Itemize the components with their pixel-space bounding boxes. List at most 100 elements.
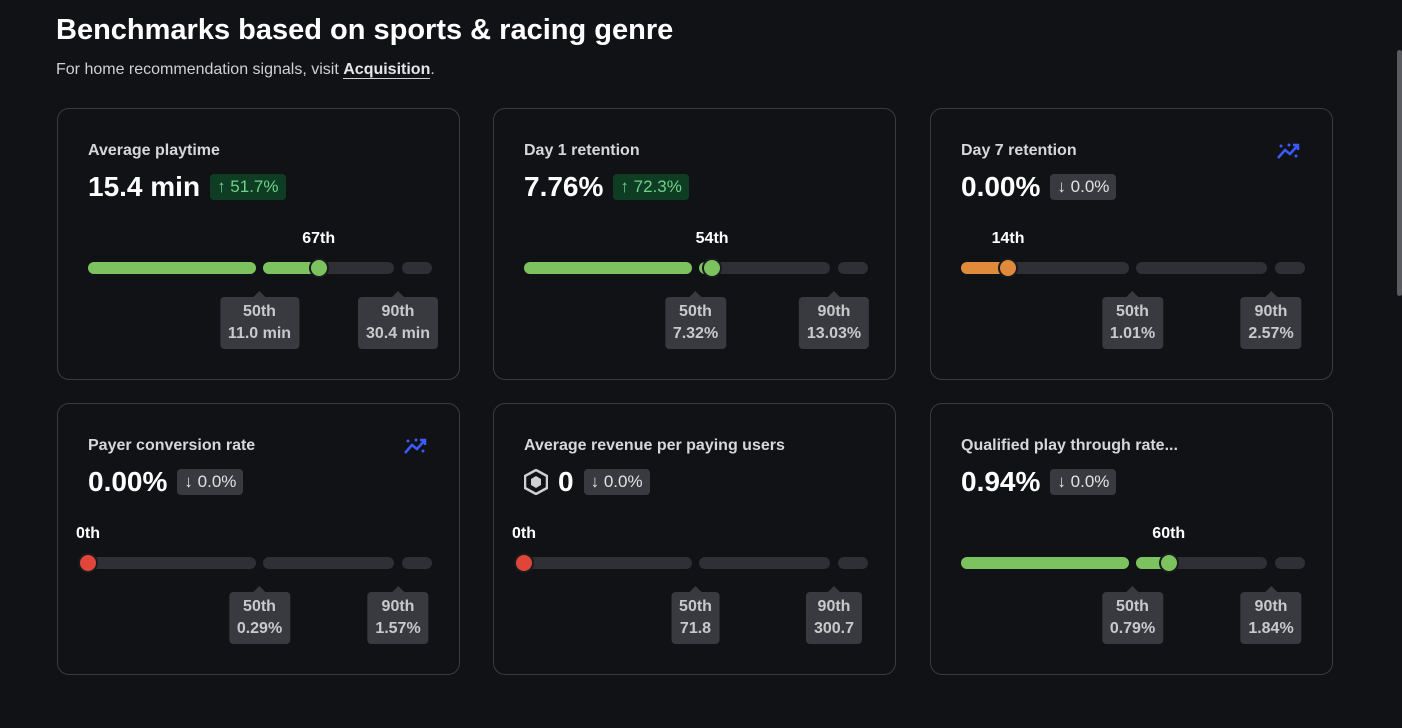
benchmark-value: 30.4 min xyxy=(365,325,431,342)
percentile-marker xyxy=(702,258,723,278)
track-segment xyxy=(699,262,830,274)
trend-arrow: ↑ xyxy=(217,177,231,196)
benchmark-box: 50th 71.8 xyxy=(671,586,720,644)
change-text: 0.0% xyxy=(197,472,237,491)
card-value: 0.94% ↓ 0.0% xyxy=(961,466,1117,498)
track-segment xyxy=(1275,262,1305,274)
percentile-marker xyxy=(78,553,98,573)
percentile-marker xyxy=(998,258,1019,278)
track-segment xyxy=(88,557,256,569)
acquisition-link[interactable]: Acquisition xyxy=(343,61,431,79)
trend-icon[interactable] xyxy=(403,436,429,461)
benchmark-label: 50th xyxy=(243,598,276,615)
percentile-marker xyxy=(308,258,329,278)
percentile-label: 0th xyxy=(76,525,100,542)
value-text: 0.00% xyxy=(88,466,168,497)
benchmark-value: 1.57% xyxy=(375,620,421,637)
benchmark-card: Average revenue per paying users 0 ↓ 0.0% 0… xyxy=(493,403,896,675)
subtitle-text: For home recommendation signals, visit xyxy=(56,61,339,78)
benchmark-box: 50th 0.79% xyxy=(1101,586,1164,644)
benchmark-label: 50th xyxy=(243,303,276,320)
percentile-marker xyxy=(514,553,534,573)
benchmark-label: 90th xyxy=(817,303,851,320)
benchmark-card: Payer conversion rate 0.00% ↓ 0.0% 0th 50th 0… xyxy=(57,403,460,675)
change-badge: ↑ 72.3% xyxy=(613,174,689,200)
currency-icon xyxy=(524,469,548,495)
benchmark-value: 300.7 xyxy=(813,620,855,637)
benchmark-label: 50th xyxy=(1116,598,1149,615)
trend-icon[interactable] xyxy=(1276,141,1302,166)
benchmark-label: 50th xyxy=(1116,303,1149,320)
percentile-label: 14th xyxy=(991,230,1025,247)
track-fill xyxy=(524,262,692,274)
percentile-label: 54th xyxy=(695,230,729,247)
benchmark-label: 90th xyxy=(817,598,851,615)
track-segment xyxy=(1136,262,1267,274)
benchmark-label: 50th xyxy=(679,303,712,320)
trend-arrow: ↓ xyxy=(590,472,604,491)
card-title: Day 1 retention xyxy=(524,142,640,159)
track-segment xyxy=(1275,557,1305,569)
change-text: 0.0% xyxy=(1070,472,1110,491)
card-value: 0.00% ↓ 0.0% xyxy=(961,171,1117,203)
card-title: Average revenue per paying users xyxy=(524,437,785,454)
benchmark-value: 7.32% xyxy=(672,325,719,342)
benchmark-box: 50th 11.0 min xyxy=(219,291,300,349)
benchmark-card: Day 7 retention 0.00% ↓ 0.0% 14th 50th 1.01% 9… xyxy=(930,108,1333,380)
change-text: 51.7% xyxy=(230,177,279,196)
card-value: 7.76% ↑ 72.3% xyxy=(524,171,689,203)
track-fill xyxy=(88,262,256,274)
subtitle-end: . xyxy=(430,61,435,78)
card-value: 15.4 min ↑ 51.7% xyxy=(88,171,286,203)
track-segment xyxy=(699,557,830,569)
benchmark-label: 90th xyxy=(1254,303,1288,320)
benchmark-value: 1.84% xyxy=(1248,620,1294,637)
percentile-marker xyxy=(1158,553,1179,573)
percentile-label: 0th xyxy=(512,525,536,542)
change-badge: ↓ 0.0% xyxy=(583,469,650,495)
value-text: 0.94% xyxy=(961,466,1041,497)
benchmark-box: 90th 30.4 min xyxy=(357,291,439,349)
change-badge: ↓ 0.0% xyxy=(1050,174,1117,200)
track-segment xyxy=(838,557,868,569)
benchmark-box: 90th 1.84% xyxy=(1240,586,1302,644)
change-text: 72.3% xyxy=(633,177,682,196)
benchmark-box: 50th 0.29% xyxy=(228,586,291,644)
benchmark-value: 1.01% xyxy=(1109,325,1156,342)
trend-arrow: ↓ xyxy=(184,472,198,491)
benchmark-value: 0.29% xyxy=(236,620,283,637)
value-text: 0 xyxy=(558,466,574,497)
benchmark-value: 11.0 min xyxy=(227,325,292,342)
card-title: Qualified play through rate... xyxy=(961,437,1178,454)
track-segment xyxy=(838,262,868,274)
benchmark-box: 90th 300.7 xyxy=(805,586,863,644)
track-segment xyxy=(402,262,432,274)
change-text: 0.0% xyxy=(603,472,643,491)
benchmark-value: 0.79% xyxy=(1109,620,1156,637)
change-badge: ↑ 51.7% xyxy=(210,174,286,200)
trend-arrow: ↓ xyxy=(1057,472,1071,491)
track-fill xyxy=(263,262,319,274)
card-value: 0.00% ↓ 0.0% xyxy=(88,466,244,498)
benchmark-card: Day 1 retention 7.76% ↑ 72.3% 54th 50th 7.32%… xyxy=(493,108,896,380)
change-badge: ↓ 0.0% xyxy=(1050,469,1117,495)
page-title: Benchmarks based on sports & racing genr… xyxy=(56,14,674,46)
benchmark-label: 90th xyxy=(1254,598,1288,615)
benchmark-card: Average playtime 15.4 min ↑ 51.7% 67th 50th 1… xyxy=(57,108,460,380)
benchmark-box: 90th 2.57% xyxy=(1240,291,1302,349)
change-text: 0.0% xyxy=(1070,177,1110,196)
benchmark-label: 90th xyxy=(381,303,415,320)
benchmark-value: 71.8 xyxy=(679,620,712,637)
track-fill xyxy=(961,262,1009,274)
benchmark-label: 90th xyxy=(381,598,415,615)
track-fill xyxy=(961,557,1129,569)
trend-arrow: ↓ xyxy=(1057,177,1071,196)
track-segment xyxy=(524,557,692,569)
card-title: Payer conversion rate xyxy=(88,437,256,454)
value-text: 7.76% xyxy=(524,171,604,202)
benchmark-box: 90th 1.57% xyxy=(367,586,429,644)
trend-arrow: ↑ xyxy=(620,177,634,196)
scrollbar[interactable] xyxy=(1397,50,1402,296)
benchmark-box: 50th 1.01% xyxy=(1101,291,1164,349)
